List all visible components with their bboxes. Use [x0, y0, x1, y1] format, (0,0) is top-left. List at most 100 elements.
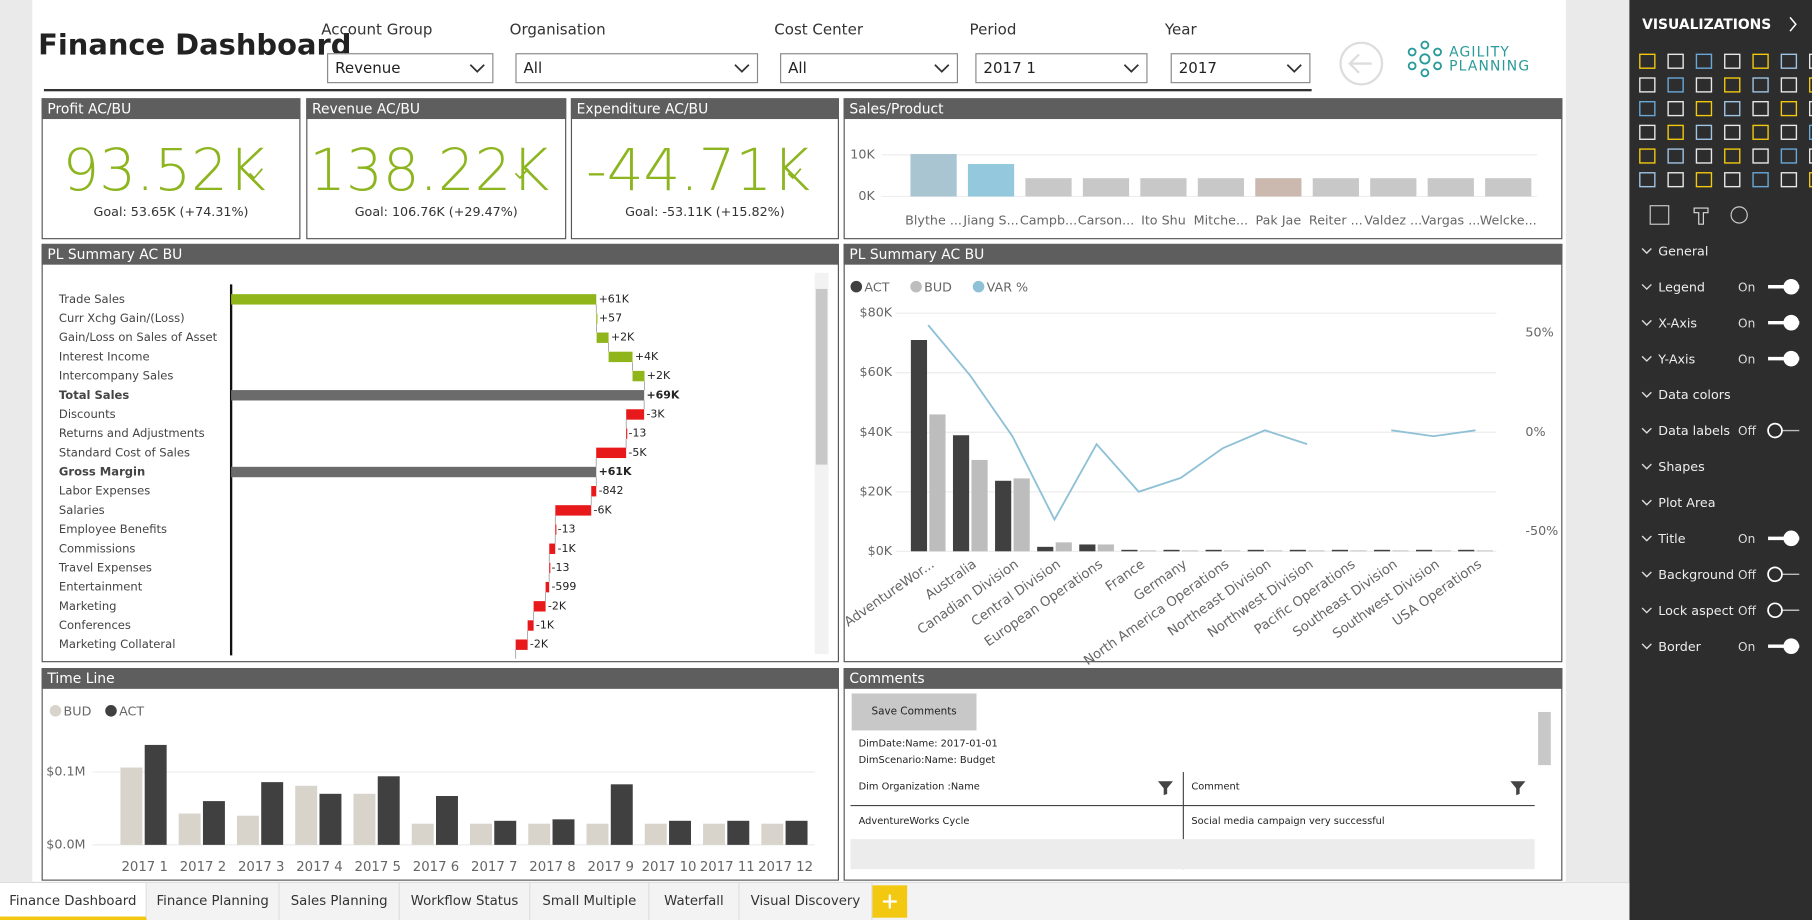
bar [596, 332, 609, 343]
bar [1266, 550, 1283, 552]
data-label: -1K [536, 619, 555, 632]
line [927, 324, 1476, 522]
table-cell: AdventureWorks Cycle [858, 815, 970, 828]
bar [549, 543, 556, 554]
bar [1308, 550, 1325, 552]
toggle-knob[interactable] [1783, 530, 1799, 547]
row-label: Conferences [59, 618, 131, 632]
setting-chevron [1641, 355, 1652, 362]
kpi-goal: Goal: 53.65K (+74.31%) [94, 204, 249, 219]
toggle-knob[interactable] [1783, 638, 1799, 654]
panel-header: PL Summary AC BU [41, 243, 839, 265]
page-tab[interactable]: Small Multiple [530, 883, 650, 920]
data-label: +2K [647, 369, 671, 382]
setting-chevron [1641, 248, 1652, 255]
dropdown-chevron [1286, 64, 1302, 73]
page-tab[interactable]: Finance Dashboard [0, 883, 147, 920]
kpi-value: 93.52K [62, 136, 265, 204]
x-tick-label: Blythe ... [905, 212, 962, 227]
toggle-knob[interactable] [1767, 602, 1783, 619]
bar [295, 785, 318, 845]
toggle-knob[interactable] [1767, 566, 1783, 583]
data-label: +69K [646, 388, 679, 401]
panel [41, 98, 301, 240]
kpi-goal: Goal: -53.11K (+15.82%) [625, 204, 785, 219]
setting-name: Data colors [1658, 387, 1730, 402]
bar [1197, 178, 1245, 197]
back-button[interactable] [1338, 41, 1384, 88]
pane-tab [1693, 207, 1709, 225]
viz-icon [1724, 77, 1741, 93]
filter-dropdown[interactable]: 2017 [1170, 53, 1311, 84]
filter-icon [1157, 781, 1173, 796]
panel-header: Revenue AC/BU [306, 98, 567, 120]
viz-icon [1695, 172, 1713, 188]
filter-dropdown[interactable]: All [515, 53, 759, 84]
kpi-value: 138.22K [309, 136, 549, 204]
setting-state: On [1738, 352, 1755, 366]
toggle-knob[interactable] [1767, 422, 1783, 439]
bar [377, 776, 400, 845]
setting-name: Border [1658, 639, 1701, 654]
bar [761, 823, 784, 845]
x-tick-label: Welcke... [1480, 212, 1537, 227]
bar [319, 793, 342, 845]
setting-state: On [1738, 316, 1755, 330]
page-tab[interactable]: Visual Discovery [739, 883, 873, 920]
row-label: Standard Cost of Sales [59, 445, 190, 459]
viz-icon [1639, 53, 1656, 69]
y-tick-label: $0K [868, 543, 893, 558]
filter-dropdown[interactable]: 2017 1 [975, 53, 1148, 84]
toggle-knob[interactable] [1783, 350, 1799, 367]
bar [608, 351, 633, 363]
row-label: Interest Income [59, 349, 150, 363]
viz-icon [1780, 53, 1798, 69]
viz-icon [1724, 101, 1741, 117]
toggle-knob[interactable] [1783, 314, 1799, 331]
viz-icon [1667, 53, 1684, 69]
filter-dropdown[interactable]: Revenue [327, 53, 494, 84]
page-tab[interactable]: Workflow Status [399, 883, 531, 920]
x-tick-label: 2017 5 [354, 860, 400, 875]
row-label: Marketing [59, 599, 117, 613]
panel-header: Profit AC/BU [41, 98, 301, 120]
row-label: Gross Margin [59, 465, 145, 479]
bar [202, 801, 225, 845]
panel-header: Sales/Product [843, 98, 1563, 120]
data-label: -2K [530, 638, 549, 651]
save-button[interactable]: Save Comments [851, 693, 977, 731]
y-tick-label: $60K [860, 364, 893, 379]
bar [610, 784, 633, 845]
bar [1013, 478, 1030, 552]
plus-icon [882, 894, 897, 909]
bar [231, 466, 597, 478]
viz-icon [1639, 77, 1656, 93]
header-rule [43, 88, 1312, 92]
logo-text: AGILITY [1449, 43, 1511, 61]
filter-dropdown[interactable]: All [780, 53, 959, 84]
viz-icon [1752, 148, 1769, 164]
bar [1025, 178, 1072, 197]
setting-chevron [1641, 283, 1652, 291]
row-label: Labor Expenses [59, 484, 150, 498]
page-tab[interactable]: Sales Planning [279, 883, 400, 920]
page-tab[interactable]: Waterfall [649, 883, 740, 920]
data-label: -13 [558, 523, 576, 536]
viz-icon [1724, 172, 1741, 188]
viz-icon [1695, 124, 1713, 140]
bar [952, 435, 970, 552]
setting-chevron [1641, 571, 1652, 578]
viz-icon [1808, 124, 1812, 140]
bar [1434, 550, 1451, 552]
x-tick-label: Campb... [1020, 212, 1077, 227]
bar [995, 480, 1012, 552]
viz-icon [1808, 77, 1812, 93]
toggle-knob[interactable] [1783, 278, 1799, 295]
filter-label: Period [969, 21, 1017, 40]
bar [1331, 549, 1349, 552]
data-label: -5K [628, 446, 647, 459]
page-tab[interactable]: Finance Planning [146, 883, 280, 920]
x-tick-label: Reiter ... [1309, 212, 1363, 227]
setting-chevron [1641, 319, 1652, 326]
bar [1140, 178, 1187, 197]
